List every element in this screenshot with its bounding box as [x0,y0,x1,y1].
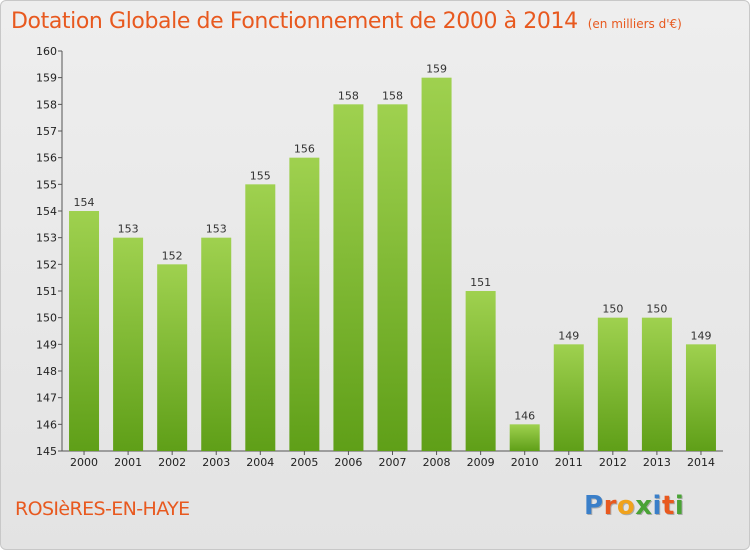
y-tick-label: 149 [36,338,57,351]
x-tick-label: 2009 [467,456,495,469]
data-label: 150 [602,303,623,316]
data-label: 152 [162,249,183,262]
x-tick-label: 2010 [511,456,539,469]
data-label: 153 [206,223,227,236]
logo-letter: x [635,491,653,521]
x-tick-label: 2002 [158,456,186,469]
y-tick-label: 145 [36,445,57,458]
data-label: 159 [426,63,447,76]
y-tick-label: 148 [36,365,57,378]
y-tick-label: 158 [36,98,57,111]
y-tick-label: 150 [36,312,57,325]
logo-letter: i [652,491,662,521]
chart-subtitle: (en milliers d'€) [587,17,682,31]
x-tick-label: 2013 [643,456,671,469]
bar [69,211,100,451]
y-tick-label: 153 [36,232,57,245]
bar [245,184,276,452]
bar [641,317,672,451]
x-tick-label: 2007 [379,456,407,469]
bar [553,344,584,451]
y-tick-label: 147 [36,392,57,405]
y-tick-label: 151 [36,285,57,298]
y-tick-label: 154 [36,205,57,218]
bar [113,237,144,451]
logo-letter: r [603,491,617,521]
x-tick-label: 2008 [423,456,451,469]
proxiti-logo[interactable]: Proxiti [584,491,684,521]
data-label: 158 [338,89,359,102]
x-tick-label: 2005 [290,456,318,469]
y-tick-label: 146 [36,418,57,431]
chart-header: Dotation Globale de Fonctionnement de 20… [11,9,682,34]
logo-letter: i [674,491,685,521]
data-label: 155 [250,169,271,182]
y-tick-label: 156 [36,152,57,165]
bar [201,237,232,451]
data-label: 153 [118,223,139,236]
x-tick-label: 2014 [687,456,715,469]
commune-name: ROSIèRES-EN-HAYE [15,498,190,520]
data-label: 149 [558,329,579,342]
y-tick-label: 152 [36,258,57,271]
data-label: 154 [74,196,95,209]
y-tick-label: 155 [36,178,57,191]
data-label: 158 [382,89,403,102]
x-tick-label: 2004 [246,456,274,469]
data-label: 146 [514,409,535,422]
data-label: 149 [690,329,711,342]
bar [597,317,628,451]
logo-letter: t [661,491,675,521]
y-tick-label: 159 [36,72,57,85]
data-label: 151 [470,276,491,289]
bar [685,344,716,451]
bar [465,291,496,451]
logo-letter: P [584,491,604,521]
data-label: 150 [646,303,667,316]
bar [333,104,364,451]
x-tick-label: 2000 [70,456,98,469]
bar [421,77,452,452]
y-tick-label: 160 [36,45,57,58]
logo-letter: o [616,491,636,521]
bar [377,104,408,451]
bar [157,264,188,451]
y-tick-label: 157 [36,125,57,138]
bar [509,424,540,451]
x-tick-label: 2011 [555,456,583,469]
x-tick-label: 2001 [114,456,142,469]
bar [289,157,320,451]
chart-title: Dotation Globale de Fonctionnement de 20… [11,9,578,34]
x-tick-label: 2003 [202,456,230,469]
data-label: 156 [294,143,315,156]
x-tick-label: 2012 [599,456,627,469]
x-tick-label: 2006 [334,456,362,469]
